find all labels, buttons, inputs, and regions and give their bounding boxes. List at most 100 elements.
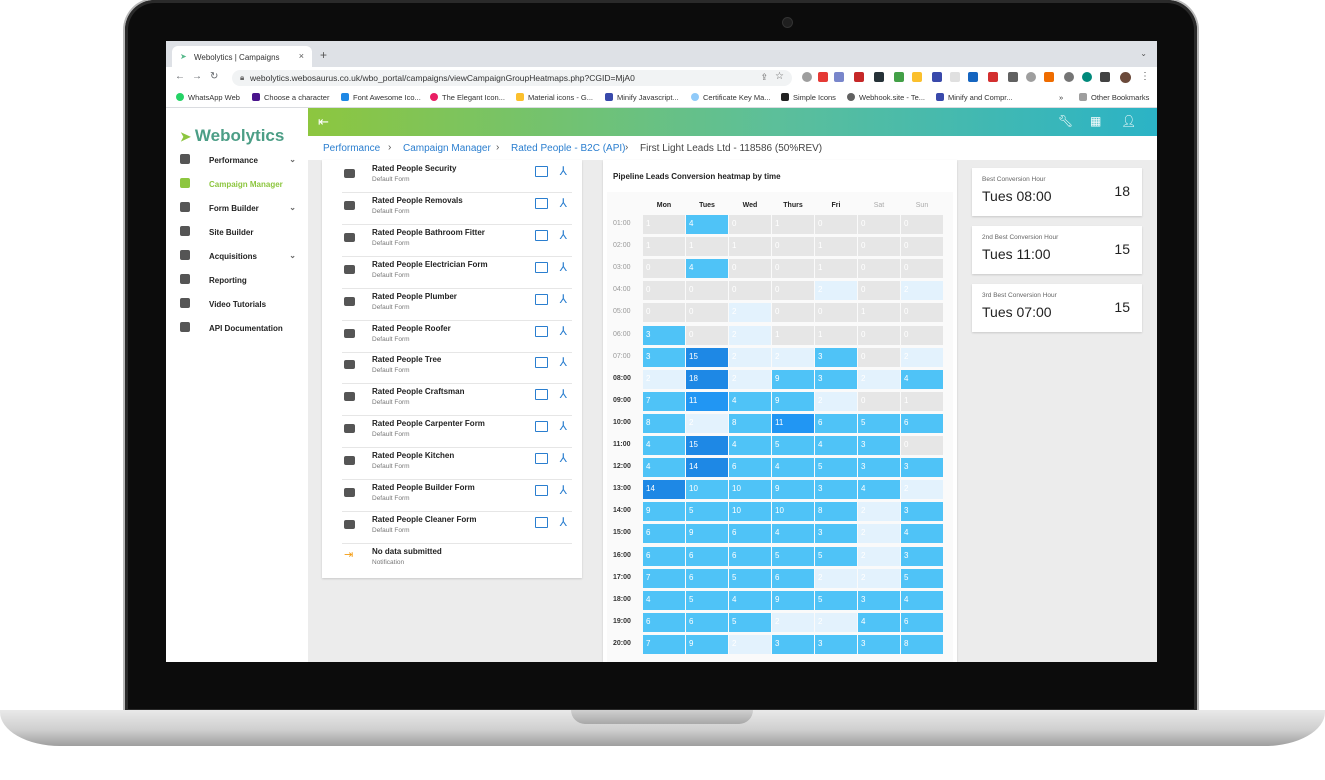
heatmap-cell[interactable]: 4: [858, 480, 900, 500]
heatmap-cell[interactable]: 1: [643, 237, 685, 257]
heatmap-cell[interactable]: 2: [815, 568, 857, 588]
heatmap-cell[interactable]: 6: [686, 546, 728, 566]
sidebar-item-form-builder[interactable]: Form Builder ⌄: [178, 200, 302, 218]
open-window-icon[interactable]: [535, 293, 548, 305]
split-icon[interactable]: ⅄: [559, 259, 567, 274]
heatmap-cell[interactable]: 0: [858, 215, 900, 234]
heatmap-cell[interactable]: 8: [643, 413, 685, 433]
form-row[interactable]: Rated People Kitchen Default Form ⅄: [342, 447, 572, 481]
heatmap-cell[interactable]: 9: [772, 480, 814, 500]
heatmap-cell[interactable]: 2: [729, 634, 771, 654]
open-window-icon[interactable]: [535, 229, 548, 241]
heatmap-cell[interactable]: 3: [643, 347, 685, 367]
extension-icon[interactable]: [912, 72, 922, 82]
heatmap-cell[interactable]: 4: [772, 524, 814, 544]
close-tab-icon[interactable]: ×: [298, 51, 304, 61]
extension-icon[interactable]: [950, 72, 960, 82]
heatmap-cell[interactable]: 0: [901, 215, 943, 234]
heatmap-cell[interactable]: 5: [772, 546, 814, 566]
form-row[interactable]: Rated People Craftsman Default Form ⅄: [342, 383, 572, 417]
heatmap-cell[interactable]: 0: [858, 391, 900, 411]
heatmap-cell[interactable]: 0: [815, 215, 857, 234]
heatmap-cell[interactable]: 4: [772, 458, 814, 478]
open-window-icon[interactable]: [535, 261, 548, 273]
heatmap-cell[interactable]: 2: [729, 347, 771, 367]
bookmark-item[interactable]: Certificate Key Ma...: [691, 93, 771, 102]
extension-icon[interactable]: [818, 72, 828, 82]
heatmap-cell[interactable]: 4: [729, 391, 771, 411]
chevron-down-icon[interactable]: ⌄: [289, 203, 296, 212]
heatmap-cell[interactable]: 2: [858, 524, 900, 544]
heatmap-cell[interactable]: 6: [643, 524, 685, 544]
heatmap-cell[interactable]: 0: [858, 347, 900, 367]
heatmap-cell[interactable]: 6: [686, 568, 728, 588]
open-window-icon[interactable]: [535, 389, 548, 401]
split-icon[interactable]: ⅄: [559, 195, 567, 210]
heatmap-cell[interactable]: 1: [815, 259, 857, 279]
heatmap-cell[interactable]: 0: [858, 259, 900, 279]
sidebar-item-campaign-manager[interactable]: Campaign Manager: [178, 176, 302, 194]
heatmap-cell[interactable]: 4: [729, 590, 771, 610]
form-row[interactable]: Rated People Tree Default Form ⅄: [342, 351, 572, 385]
open-window-icon[interactable]: [535, 516, 548, 528]
split-icon[interactable]: ⅄: [559, 323, 567, 338]
heatmap-cell[interactable]: 2: [815, 281, 857, 301]
browser-tab[interactable]: ➤ Webolytics | Campaigns ×: [172, 46, 312, 67]
heatmap-cell[interactable]: 8: [815, 502, 857, 522]
heatmap-cell[interactable]: 4: [729, 436, 771, 455]
extension-icon[interactable]: [968, 72, 978, 82]
extension-icon[interactable]: [874, 72, 884, 82]
extension-icon[interactable]: [1026, 72, 1036, 82]
heatmap-cell[interactable]: 0: [729, 281, 771, 301]
heatmap-cell[interactable]: 7: [643, 634, 685, 654]
bookmark-item[interactable]: Other Bookmarks: [1079, 93, 1149, 102]
heatmap-cell[interactable]: 5: [686, 502, 728, 522]
breadcrumb-campaign-group[interactable]: Rated People - B2C (API): [511, 143, 626, 154]
form-row[interactable]: Rated People Roofer Default Form ⅄: [342, 320, 572, 353]
heatmap-cell[interactable]: 0: [901, 303, 943, 323]
open-window-icon[interactable]: [535, 197, 548, 209]
new-tab-icon[interactable]: +: [320, 48, 328, 62]
heatmap-cell[interactable]: 10: [729, 502, 771, 522]
heatmap-cell[interactable]: 3: [815, 634, 857, 654]
sidebar-item-reporting[interactable]: Reporting: [178, 272, 302, 290]
heatmap-cell[interactable]: 6: [643, 546, 685, 566]
split-icon[interactable]: ⅄: [559, 355, 567, 370]
heatmap-cell[interactable]: 2: [815, 391, 857, 411]
heatmap-cell[interactable]: 2: [858, 546, 900, 566]
heatmap-cell[interactable]: 3: [815, 524, 857, 544]
open-window-icon[interactable]: [535, 485, 548, 496]
heatmap-cell[interactable]: 2: [901, 347, 943, 367]
heatmap-cell[interactable]: 0: [901, 237, 943, 257]
sidebar-item-api-documentation[interactable]: API Documentation: [178, 320, 302, 338]
open-window-icon[interactable]: [535, 421, 548, 433]
heatmap-cell[interactable]: 3: [858, 590, 900, 610]
heatmap-cell[interactable]: 1: [772, 325, 814, 345]
browser-menu-icon[interactable]: ⋮: [1140, 71, 1150, 82]
heatmap-cell[interactable]: 11: [772, 413, 814, 433]
heatmap-cell[interactable]: 3: [643, 325, 685, 345]
heatmap-cell[interactable]: 9: [686, 634, 728, 654]
heatmap-cell[interactable]: 10: [772, 502, 814, 522]
heatmap-cell[interactable]: 5: [901, 568, 943, 588]
heatmap-cell[interactable]: 10: [729, 480, 771, 500]
extension-icon[interactable]: [988, 72, 998, 82]
heatmap-cell[interactable]: 2: [643, 369, 685, 389]
open-window-icon[interactable]: [535, 357, 548, 369]
heatmap-cell[interactable]: 4: [643, 436, 685, 455]
heatmap-cell[interactable]: 3: [901, 546, 943, 566]
extension-icon[interactable]: [1082, 72, 1092, 82]
bookmark-item[interactable]: WhatsApp Web: [176, 93, 240, 102]
heatmap-cell[interactable]: 2: [729, 303, 771, 323]
heatmap-cell[interactable]: 0: [686, 325, 728, 345]
split-icon[interactable]: ⅄: [559, 387, 567, 402]
heatmap-cell[interactable]: 0: [643, 281, 685, 301]
heatmap-cell[interactable]: 2: [686, 413, 728, 433]
heatmap-cell[interactable]: 4: [815, 436, 857, 455]
heatmap-cell[interactable]: 3: [815, 480, 857, 500]
heatmap-cell[interactable]: 3: [858, 634, 900, 654]
heatmap-cell[interactable]: 3: [901, 502, 943, 522]
form-row[interactable]: Rated People Electrician Form Default For…: [342, 256, 572, 289]
breadcrumb-campaign-manager[interactable]: Campaign Manager: [403, 143, 491, 154]
split-icon[interactable]: ⅄: [559, 514, 567, 529]
